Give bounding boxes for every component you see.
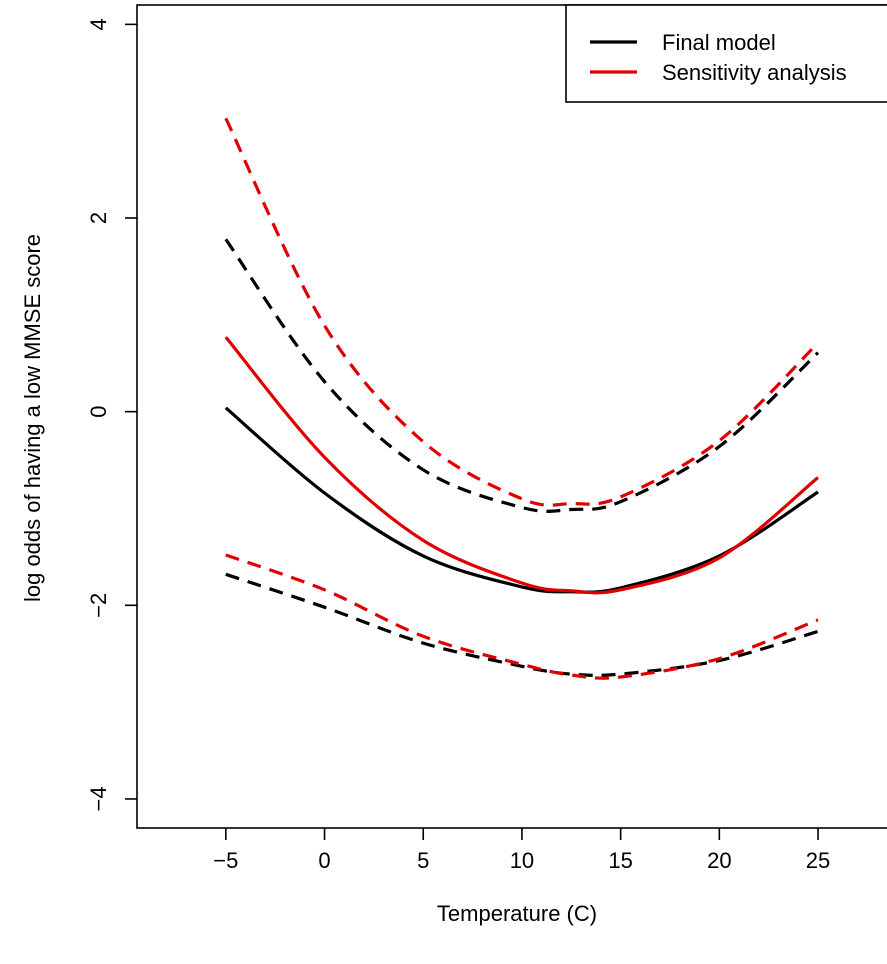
dashed-band-line-1 bbox=[224, 238, 820, 513]
x-tick-label: 25 bbox=[806, 848, 830, 873]
estimate-line-0 bbox=[224, 406, 819, 594]
legend-label-sensitivity-analysis: Sensitivity analysis bbox=[662, 60, 847, 85]
series-group bbox=[224, 117, 820, 680]
y-axis-title: log odds of having a low MMSE score bbox=[20, 234, 45, 602]
dashed-band-line-5 bbox=[225, 553, 819, 680]
y-axis: −4 −2 0 2 4 bbox=[86, 18, 137, 811]
legend-label-final-model: Final model bbox=[662, 30, 776, 55]
y-tick-label: 0 bbox=[86, 406, 111, 418]
y-tick-label: −2 bbox=[86, 593, 111, 618]
legend-box bbox=[565, 4, 887, 103]
x-tick-label: 5 bbox=[417, 848, 429, 873]
x-tick-label: 0 bbox=[318, 848, 330, 873]
y-tick-label: −4 bbox=[86, 786, 111, 811]
x-tick-label: 10 bbox=[510, 848, 534, 873]
dashed-band-line-4 bbox=[224, 117, 820, 507]
x-tick-label: 20 bbox=[707, 848, 731, 873]
legend: Final model Sensitivity analysis bbox=[565, 4, 887, 103]
y-tick-label: 2 bbox=[86, 212, 111, 224]
x-axis: −5 0 5 10 15 20 25 bbox=[213, 828, 830, 873]
y-tick-label: 4 bbox=[86, 18, 111, 30]
dashed-band-line-2 bbox=[225, 572, 819, 677]
estimate-line-3 bbox=[224, 336, 820, 595]
plot-frame bbox=[136, 4, 887, 829]
x-axis-title: Temperature (C) bbox=[437, 901, 597, 926]
x-tick-label: 15 bbox=[608, 848, 632, 873]
x-tick-label: −5 bbox=[213, 848, 238, 873]
